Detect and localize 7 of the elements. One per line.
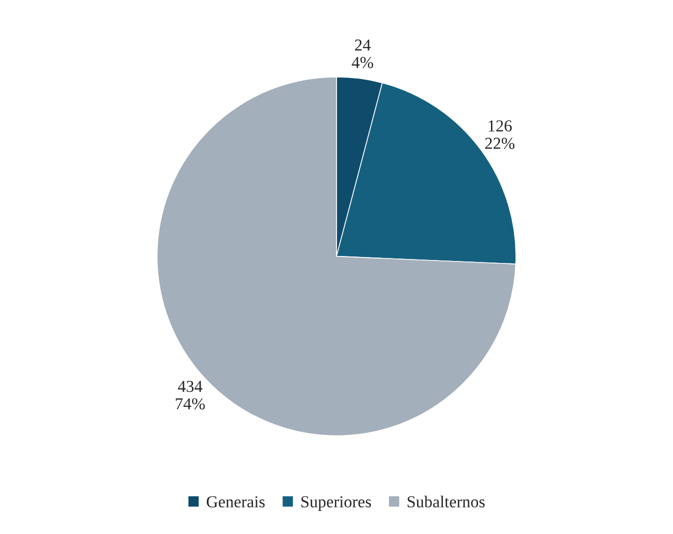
legend-label: Generais [206,496,265,508]
legend-label: Subalternos [408,496,485,508]
data-label: 24 4% [352,40,374,68]
data-label: 126 22% [485,120,514,150]
pie-slice [156,76,516,436]
data-label: 434 74% [176,380,205,410]
legend-label: Superiores [301,496,371,511]
